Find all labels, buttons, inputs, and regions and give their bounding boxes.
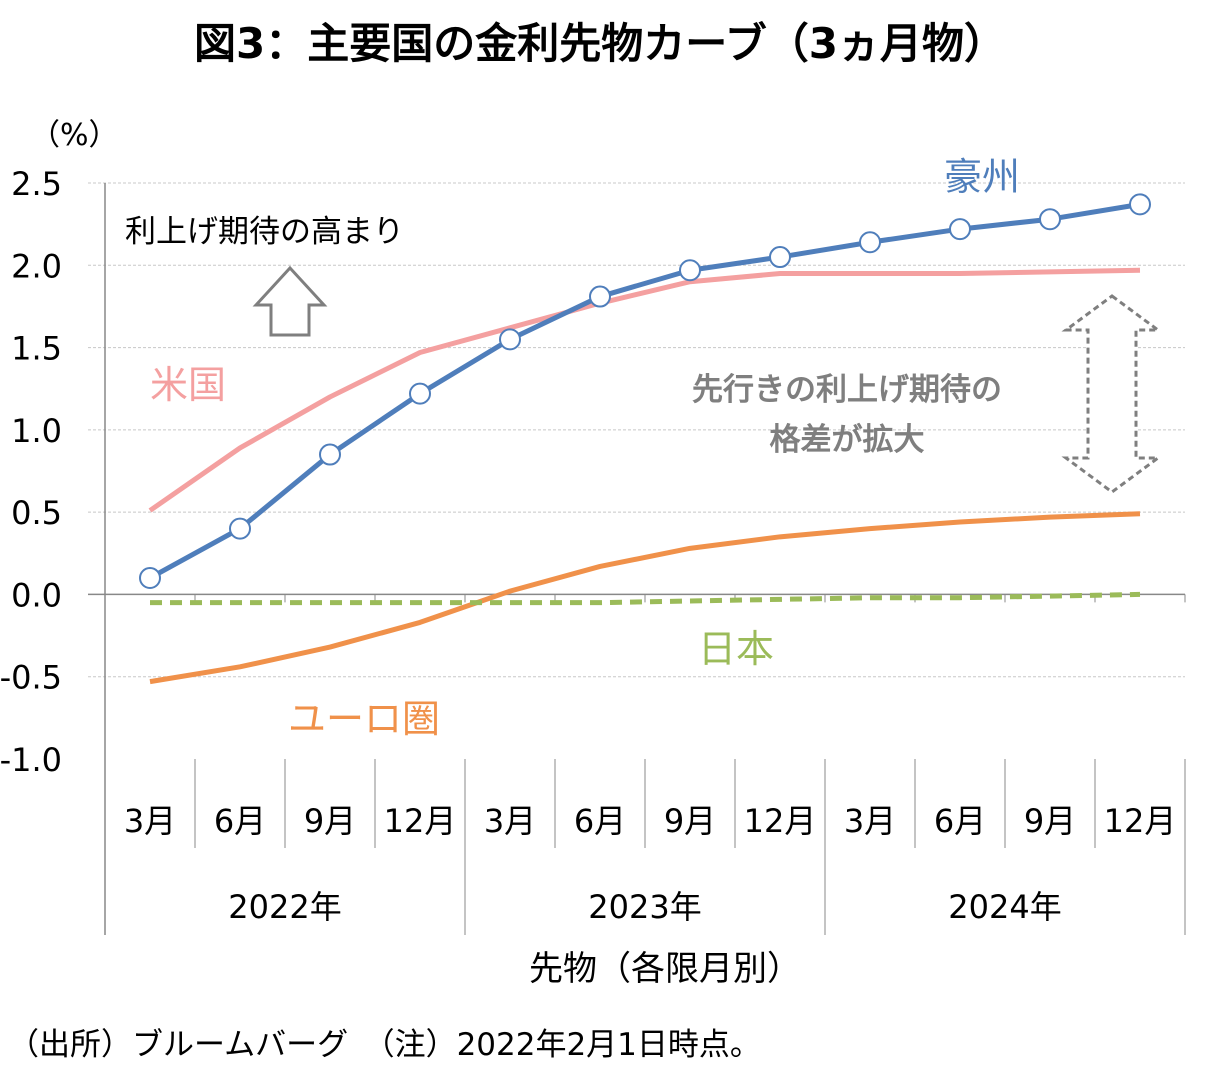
- y-tick-label: 1.5: [11, 330, 62, 368]
- x-tick-label: 3月: [124, 802, 176, 840]
- y-tick-label: -0.5: [0, 659, 62, 697]
- source-note: （出所）ブルームバーグ （注）2022年2月1日時点。: [8, 1027, 761, 1063]
- data-point: [679, 259, 701, 282]
- series-line-ユーロ圏: [149, 511, 1141, 685]
- double-arrow-icon: [1061, 294, 1163, 494]
- x-tick-label: 9月: [304, 802, 356, 840]
- x-tick-label: 3月: [484, 802, 536, 840]
- y-tick-label: 2.0: [11, 247, 62, 285]
- data-point: [139, 566, 161, 589]
- data-point: [499, 328, 521, 351]
- x-tick-label: 6月: [574, 802, 626, 840]
- legend-label-euro: ユーロ圏: [288, 697, 440, 741]
- series-line-豪州: [148, 201, 1141, 581]
- rise-annotation-text: 利上げ期待の高まり: [125, 214, 404, 250]
- legend-label-australia: 豪州: [944, 155, 1020, 199]
- year-label: 2022年: [228, 888, 341, 926]
- data-point: [1039, 208, 1061, 231]
- rise-annotation: 利上げ期待の高まり: [125, 214, 404, 337]
- y-tick-label: -1.0: [0, 741, 62, 779]
- data-point: [409, 382, 431, 405]
- x-tick-label: 6月: [934, 802, 986, 840]
- y-tick-label: 0.0: [11, 576, 62, 614]
- x-tick-label: 3月: [844, 802, 896, 840]
- data-point: [229, 517, 251, 540]
- up-arrow-icon: [252, 265, 328, 337]
- x-tick-label: 12月: [384, 802, 457, 840]
- gap-annotation-line1: 先行きの利上げ期待の: [692, 372, 1002, 408]
- x-axis-label: 先物（各限月別）: [529, 949, 801, 989]
- x-tick-label: 12月: [1104, 802, 1177, 840]
- data-point: [589, 285, 611, 308]
- y-tick-label: 1.0: [11, 412, 62, 450]
- x-tick-label: 9月: [664, 802, 716, 840]
- year-label: 2023年: [588, 888, 701, 926]
- legend-label-japan: 日本: [698, 627, 774, 671]
- data-point: [859, 231, 881, 254]
- data-point: [1129, 193, 1151, 216]
- legend-label-us: 米国: [150, 363, 226, 407]
- gap-annotation-line2: 格差が拡大: [770, 422, 925, 458]
- data-point: [319, 443, 341, 466]
- series-line-米国: [148, 267, 1141, 513]
- chart-title: 図3：主要国の金利先物カーブ（3ヵ月物）: [194, 19, 1006, 68]
- data-point: [769, 246, 791, 269]
- year-label: 2024年: [948, 888, 1061, 926]
- x-tick-label: 12月: [744, 802, 817, 840]
- data-point: [949, 218, 971, 241]
- x-tick-label: 9月: [1024, 802, 1076, 840]
- y-axis-unit: （%）: [30, 118, 119, 153]
- gap-annotation: 先行きの利上げ期待の 格差が拡大: [692, 294, 1163, 494]
- series-line-日本: [150, 591, 1141, 606]
- y-tick-label: 0.5: [11, 494, 62, 532]
- x-tick-label: 6月: [214, 802, 266, 840]
- y-tick-label: 2.5: [11, 165, 62, 203]
